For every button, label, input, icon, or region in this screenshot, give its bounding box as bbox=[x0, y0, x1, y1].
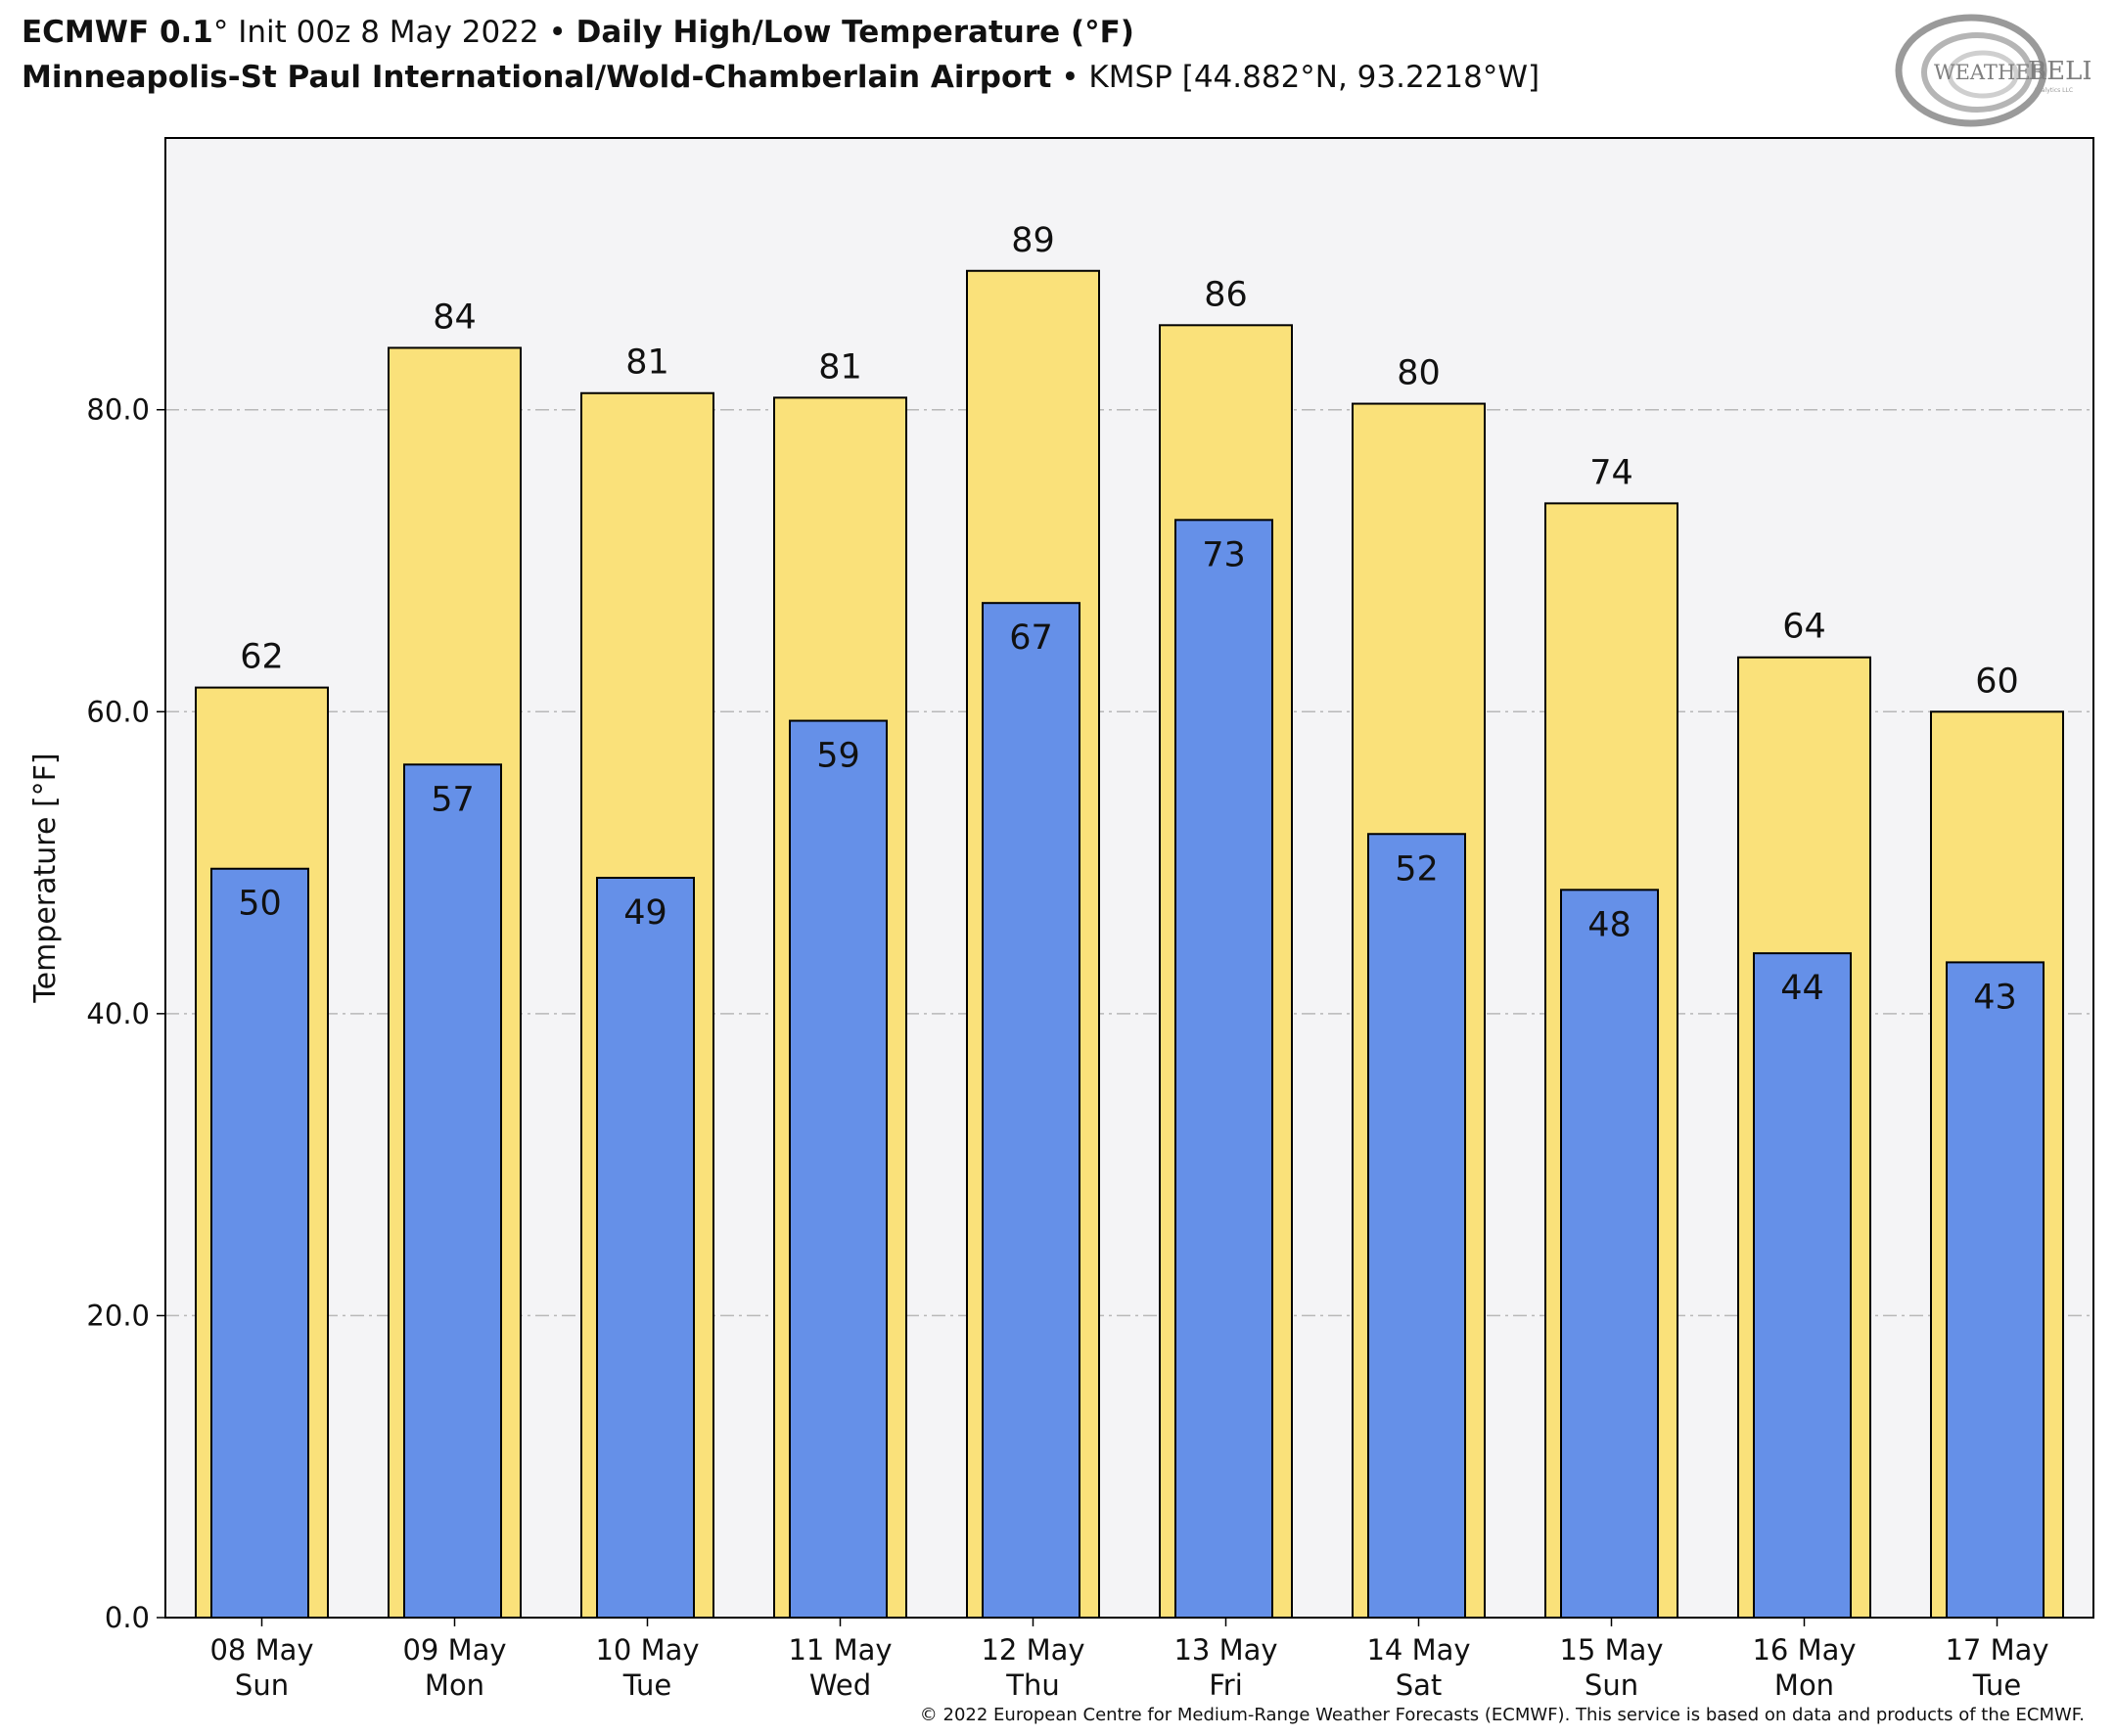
y-tick-label: 60.0 bbox=[86, 695, 150, 728]
low-temp-label: 67 bbox=[1009, 618, 1053, 658]
low-temp-label: 50 bbox=[238, 885, 282, 924]
low-temp-bar bbox=[1753, 952, 1852, 1619]
low-temp-label: 73 bbox=[1202, 535, 1246, 574]
y-tick-label: 40.0 bbox=[86, 997, 150, 1030]
logo-text-left: WEATHER bbox=[1934, 61, 2047, 84]
x-tick-label-weekday: Mon bbox=[425, 1668, 484, 1702]
high-temp-label: 89 bbox=[1011, 221, 1055, 260]
x-tick-label-weekday: Tue bbox=[622, 1668, 672, 1702]
low-temp-bar bbox=[982, 602, 1080, 1620]
x-tick-label-date: 16 May bbox=[1752, 1633, 1856, 1667]
low-temp-label: 48 bbox=[1587, 905, 1631, 944]
low-temp-bar bbox=[1946, 961, 2045, 1619]
model-resolution-unit: ° bbox=[212, 15, 229, 50]
chart-title: ECMWF 0.1° Init 00z 8 May 2022 • Daily H… bbox=[22, 10, 1881, 55]
weatherbell-logo: WEATHER BELL Analytics LLC bbox=[1895, 14, 2091, 127]
low-temp-label: 43 bbox=[1973, 978, 2017, 1017]
y-tick-label: 0.0 bbox=[105, 1601, 150, 1634]
copyright-notice: © 2022 European Centre for Medium-Range … bbox=[919, 1705, 2085, 1725]
low-temp-bar bbox=[403, 763, 502, 1619]
logo-text-right: BELL bbox=[2028, 57, 2091, 86]
low-temp-bar bbox=[1560, 889, 1659, 1619]
low-temp-bar bbox=[596, 877, 695, 1619]
high-temp-label: 81 bbox=[818, 347, 862, 387]
x-tick-label-weekday: Fri bbox=[1209, 1668, 1243, 1702]
low-temp-bar bbox=[210, 867, 309, 1619]
x-tick-label-date: 15 May bbox=[1559, 1633, 1663, 1667]
product-name: Daily High/Low Temperature (°F) bbox=[575, 15, 1134, 50]
high-temp-label: 60 bbox=[1975, 662, 2019, 701]
high-temp-label: 80 bbox=[1397, 354, 1441, 393]
x-tick-label-weekday: Mon bbox=[1774, 1668, 1834, 1702]
x-tick-label-weekday: Thu bbox=[1005, 1668, 1059, 1702]
high-temp-label: 62 bbox=[240, 638, 284, 677]
x-tick-label-date: 10 May bbox=[595, 1633, 699, 1667]
low-temp-bar bbox=[1367, 833, 1466, 1619]
x-tick-label-date: 08 May bbox=[209, 1633, 313, 1667]
y-axis-label: Temperature [°F] bbox=[28, 753, 63, 1003]
chart-header: ECMWF 0.1° Init 00z 8 May 2022 • Daily H… bbox=[22, 10, 1881, 100]
x-tick-label-weekday: Sun bbox=[1585, 1668, 1638, 1702]
x-tick-label-date: 17 May bbox=[1945, 1633, 2048, 1667]
station-info: KMSP [44.882°N, 93.2218°W] bbox=[1088, 60, 1540, 95]
high-temp-label: 74 bbox=[1589, 453, 1633, 492]
low-temp-label: 44 bbox=[1780, 969, 1824, 1008]
low-temp-label: 59 bbox=[816, 737, 860, 776]
x-tick-label-weekday: Sun bbox=[235, 1668, 289, 1702]
plot-frame bbox=[164, 137, 2094, 1619]
x-tick-label-weekday: Tue bbox=[1972, 1668, 2022, 1702]
chart-subtitle: Minneapolis-St Paul International/Wold-C… bbox=[22, 55, 1881, 100]
x-tick-label-date: 13 May bbox=[1173, 1633, 1277, 1667]
low-temp-label: 49 bbox=[623, 893, 667, 933]
x-tick-label-weekday: Wed bbox=[809, 1668, 871, 1702]
x-tick-label-date: 12 May bbox=[981, 1633, 1084, 1667]
y-tick-label: 20.0 bbox=[86, 1299, 150, 1332]
x-tick-label-date: 14 May bbox=[1366, 1633, 1470, 1667]
y-tick-label: 80.0 bbox=[86, 393, 150, 427]
title-bullet: • bbox=[548, 15, 567, 50]
high-temp-label: 81 bbox=[625, 343, 669, 383]
low-temp-label: 52 bbox=[1395, 849, 1439, 889]
high-temp-label: 84 bbox=[433, 297, 477, 337]
x-tick-label-date: 09 May bbox=[402, 1633, 506, 1667]
subtitle-bullet: • bbox=[1061, 60, 1080, 95]
low-temp-label: 57 bbox=[431, 780, 475, 819]
init-time: Init 00z 8 May 2022 bbox=[238, 15, 539, 50]
low-temp-bar bbox=[789, 719, 888, 1619]
x-tick-label-weekday: Sat bbox=[1396, 1668, 1443, 1702]
logo-subtext: Analytics LLC bbox=[2034, 87, 2073, 94]
model-name: ECMWF 0.1 bbox=[22, 15, 213, 50]
low-temp-bar bbox=[1174, 519, 1273, 1619]
station-name: Minneapolis-St Paul International/Wold-C… bbox=[22, 60, 1052, 95]
x-tick-label-date: 11 May bbox=[788, 1633, 892, 1667]
high-temp-label: 64 bbox=[1782, 608, 1826, 647]
high-temp-label: 86 bbox=[1204, 275, 1248, 314]
